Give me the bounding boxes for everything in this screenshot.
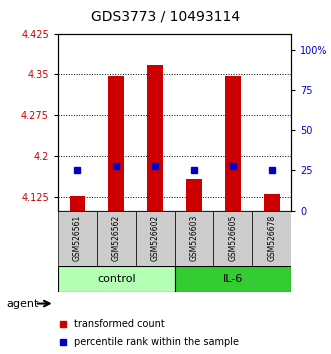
Bar: [58, 211, 97, 266]
Bar: [147, 65, 163, 211]
Text: GSM526603: GSM526603: [190, 215, 199, 261]
Text: percentile rank within the sample: percentile rank within the sample: [74, 337, 239, 347]
Bar: [109, 75, 124, 211]
Bar: [264, 194, 280, 211]
Bar: [70, 196, 85, 211]
Bar: [225, 75, 241, 211]
Text: agent: agent: [7, 298, 39, 309]
Text: GDS3773 / 10493114: GDS3773 / 10493114: [91, 9, 240, 23]
Text: GSM526562: GSM526562: [112, 215, 121, 261]
Text: GSM526561: GSM526561: [73, 215, 82, 261]
Text: control: control: [97, 274, 136, 284]
Bar: [252, 211, 291, 266]
Bar: [213, 211, 252, 266]
Bar: [174, 211, 213, 266]
Bar: [97, 211, 136, 266]
Bar: [186, 179, 202, 211]
Bar: [58, 266, 174, 292]
Bar: [174, 266, 291, 292]
Text: GSM526678: GSM526678: [267, 215, 276, 261]
Text: GSM526605: GSM526605: [228, 215, 237, 261]
Text: transformed count: transformed count: [74, 319, 165, 329]
Text: GSM526602: GSM526602: [151, 215, 160, 261]
Text: IL-6: IL-6: [223, 274, 243, 284]
Bar: [136, 211, 174, 266]
